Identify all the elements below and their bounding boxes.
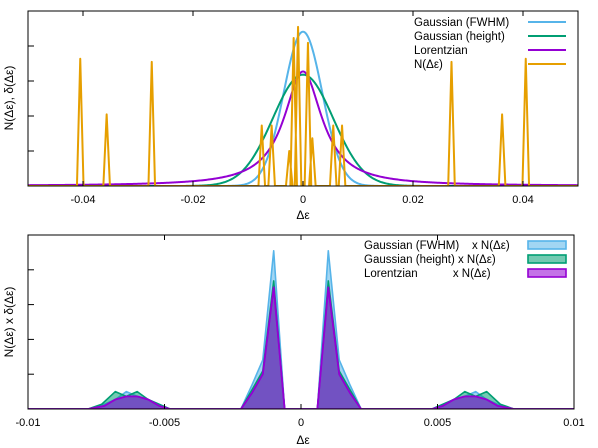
x-tick-label: -0.005 <box>149 417 180 429</box>
legend-swatch <box>527 254 567 264</box>
x-tick-label: 0 <box>300 194 306 206</box>
x-tick-label: 0.04 <box>512 194 533 206</box>
top-y-axis-label: N(Δε), δ(Δε) <box>2 66 16 131</box>
legend-label: Gaussian (height) x N(Δε) <box>364 254 496 266</box>
bottom-panel: N(Δε) x δ(Δε) Δε -0.01 -0.005 0 0.005 0.01 G… <box>2 234 585 447</box>
legend-label: Gaussian (height) <box>414 31 505 43</box>
top-plot-frame <box>27 10 579 187</box>
legend-swatch <box>527 240 567 250</box>
legend-label: N(Δε) <box>414 59 443 71</box>
legend-label: Gaussian (FWHM) x N(Δε) <box>364 240 510 252</box>
series-area <box>28 250 574 409</box>
top-legend: Gaussian (FWHM) Gaussian (height) Lorentzi… <box>414 17 566 71</box>
x-tick-label: -0.04 <box>70 194 95 206</box>
bottom-x-ticks: -0.01 -0.005 0 0.005 0.01 <box>15 235 585 429</box>
legend-swatch <box>527 268 567 278</box>
bottom-plot-frame <box>27 234 575 410</box>
top-x-ticks: -0.04 -0.02 0 0.02 0.04 <box>28 11 534 206</box>
series-outline <box>28 287 574 409</box>
x-tick-label: 0.01 <box>563 417 584 429</box>
x-tick-label: -0.02 <box>180 194 205 206</box>
top-panel: N(Δε), δ(Δε) Δε -0.04 -0.02 0 0.02 0.04 Gaus… <box>2 10 579 222</box>
series-area <box>28 286 574 409</box>
series-line <box>28 25 578 186</box>
bottom-x-axis-label: Δε <box>296 433 310 447</box>
x-tick-label: 0.005 <box>424 417 452 429</box>
bottom-legend: Gaussian (FWHM) x N(Δε) Gaussian (height)… <box>364 240 567 280</box>
series-line <box>28 30 578 186</box>
series-line <box>28 70 578 186</box>
x-tick-label: 0 <box>298 417 304 429</box>
legend-label: Lorentzian <box>414 45 468 57</box>
series-area <box>28 280 574 409</box>
top-x-axis-label: Δε <box>296 208 310 222</box>
x-tick-label: 0.02 <box>402 194 423 206</box>
series-line <box>28 73 578 186</box>
bottom-y-axis-label: N(Δε) x δ(Δε) <box>2 287 16 358</box>
bottom-plot-area <box>28 250 574 409</box>
x-tick-label: -0.01 <box>15 417 40 429</box>
legend-label: Gaussian (FWHM) <box>414 17 509 29</box>
top-plot-area <box>28 25 578 186</box>
legend-label: Lorentzian x N(Δε) <box>364 268 491 280</box>
